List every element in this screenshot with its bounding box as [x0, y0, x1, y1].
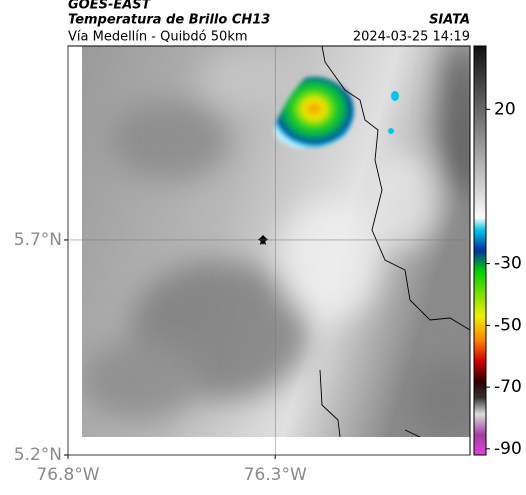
- colorbar-tick-label: -30: [494, 254, 522, 274]
- source: SIATA: [429, 13, 470, 28]
- colorbar: [473, 45, 487, 456]
- imagery: [82, 46, 470, 437]
- colorbar-tick-label: -70: [494, 377, 522, 397]
- title: GOES-EAST: [68, 0, 152, 13]
- y-tick-label: 5.7°N: [14, 230, 62, 250]
- colorbar-tick-label: -50: [494, 315, 522, 335]
- colorbar-tick-label: -90: [494, 439, 522, 459]
- x-tick-label: 76.8°W: [36, 465, 99, 485]
- datetime: 2024-03-25 14:19: [353, 30, 470, 45]
- subtitle: Temperatura de Brillo CH13: [68, 13, 270, 28]
- y-tick-label: 5.2°N: [14, 445, 62, 465]
- route: Vía Medellín - Quibdó 50km: [68, 30, 248, 45]
- colorbar-tick-label: 20: [494, 99, 516, 119]
- x-tick-label: 76.3°W: [244, 465, 307, 485]
